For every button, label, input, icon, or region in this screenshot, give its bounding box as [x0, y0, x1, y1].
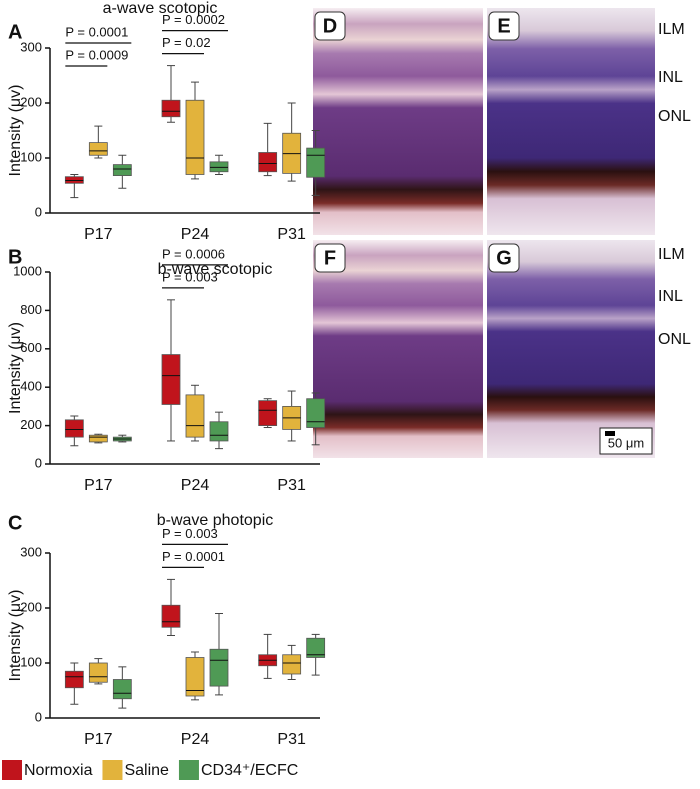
- y-tick-label: 300: [20, 39, 42, 54]
- box: [185, 394, 205, 438]
- legend-swatch: [102, 760, 123, 780]
- micrograph-d: [313, 8, 483, 235]
- micrograph-e: [487, 8, 655, 235]
- box: [88, 142, 108, 156]
- box: [306, 637, 326, 658]
- micrograph-g: [487, 240, 655, 458]
- y-axis-label: Intensity (μv): [7, 322, 24, 414]
- significance-label: P = 0.0001: [65, 24, 128, 39]
- panel-label: F: [324, 247, 336, 269]
- panel-label-box: [488, 243, 520, 273]
- micrograph-f: [313, 240, 483, 458]
- box: [258, 152, 278, 173]
- x-tick-label: P31: [277, 477, 306, 494]
- chart-title: b-wave photopic: [157, 512, 274, 529]
- layer-label: INL: [658, 69, 683, 86]
- y-tick-label: 200: [20, 94, 42, 109]
- panel-label-box: [314, 243, 346, 273]
- layer-label: INL: [658, 288, 683, 305]
- scale-bar: [605, 431, 615, 436]
- x-tick-label: P24: [181, 731, 210, 748]
- y-tick-label: 100: [20, 149, 42, 164]
- panel-letter: A: [8, 21, 22, 43]
- y-tick-label: 300: [20, 544, 42, 559]
- box: [209, 648, 229, 687]
- y-tick-label: 0: [35, 204, 42, 219]
- y-axis-label: Intensity (μv): [7, 85, 24, 177]
- panel-letter: C: [8, 512, 22, 534]
- box: [258, 400, 278, 427]
- x-tick-label: P17: [84, 226, 113, 243]
- y-tick-label: 0: [35, 455, 42, 470]
- significance-label: P = 0.0009: [65, 47, 128, 62]
- box: [64, 419, 84, 438]
- legend-label: Normoxia: [24, 762, 93, 779]
- y-tick-label: 200: [20, 417, 42, 432]
- panel-label: D: [323, 15, 337, 37]
- panel-label: G: [496, 247, 512, 269]
- significance-label: P = 0.003: [162, 269, 218, 284]
- layer-label: ONL: [658, 331, 691, 348]
- box: [306, 398, 326, 428]
- box: [161, 604, 181, 628]
- x-tick-label: P31: [277, 731, 306, 748]
- legend-label: Saline: [124, 762, 169, 779]
- y-tick-label: 600: [20, 340, 42, 355]
- x-tick-label: P24: [181, 226, 210, 243]
- box: [64, 670, 84, 689]
- box: [209, 421, 229, 442]
- significance-label: P = 0.02: [162, 35, 211, 50]
- box: [64, 176, 84, 184]
- y-axis-label: Intensity (μv): [7, 590, 24, 682]
- layer-label: ONL: [658, 108, 691, 125]
- y-tick-label: 800: [20, 302, 42, 317]
- panel-letter: B: [8, 246, 22, 268]
- box: [185, 99, 205, 175]
- y-tick-label: 0: [35, 709, 42, 724]
- box: [112, 164, 132, 177]
- panel-label-box: [488, 11, 520, 41]
- x-tick-label: P24: [181, 477, 210, 494]
- layer-label: ILM: [658, 246, 685, 263]
- y-tick-label: 100: [20, 654, 42, 669]
- panel-label-box: [314, 11, 346, 41]
- box: [185, 657, 205, 697]
- legend-swatch: [2, 760, 22, 780]
- legend-label: CD34⁺/ECFC: [201, 762, 298, 779]
- significance-label: P = 0.0001: [162, 549, 225, 564]
- box: [282, 654, 302, 675]
- panel-label: E: [497, 15, 510, 37]
- y-tick-label: 1000: [13, 263, 42, 278]
- layer-label: ILM: [658, 21, 685, 38]
- significance-label: P = 0.003: [162, 526, 218, 541]
- legend-swatch: [178, 760, 199, 780]
- y-tick-label: 400: [20, 379, 42, 394]
- scale-bar-label: 50 μm: [608, 435, 644, 450]
- significance-label: P = 0.0002: [162, 12, 225, 27]
- box: [161, 99, 181, 118]
- box: [88, 662, 108, 683]
- box: [112, 679, 132, 700]
- significance-label: P = 0.0006: [162, 246, 225, 261]
- box: [306, 147, 326, 178]
- x-tick-label: P17: [84, 477, 113, 494]
- box: [88, 434, 108, 443]
- x-tick-label: P17: [84, 731, 113, 748]
- y-tick-label: 200: [20, 599, 42, 614]
- box: [209, 161, 229, 173]
- box: [161, 354, 181, 405]
- chart-title: a-wave scotopic: [103, 0, 218, 17]
- x-tick-label: P31: [277, 226, 306, 243]
